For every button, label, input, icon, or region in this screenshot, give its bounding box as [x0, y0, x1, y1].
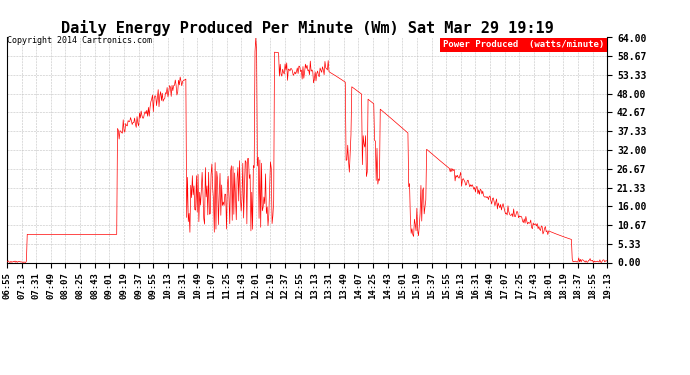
Text: Power Produced  (watts/minute): Power Produced (watts/minute)	[443, 40, 604, 49]
Title: Daily Energy Produced Per Minute (Wm) Sat Mar 29 19:19: Daily Energy Produced Per Minute (Wm) Sa…	[61, 20, 553, 36]
Text: Copyright 2014 Cartronics.com: Copyright 2014 Cartronics.com	[7, 36, 152, 45]
